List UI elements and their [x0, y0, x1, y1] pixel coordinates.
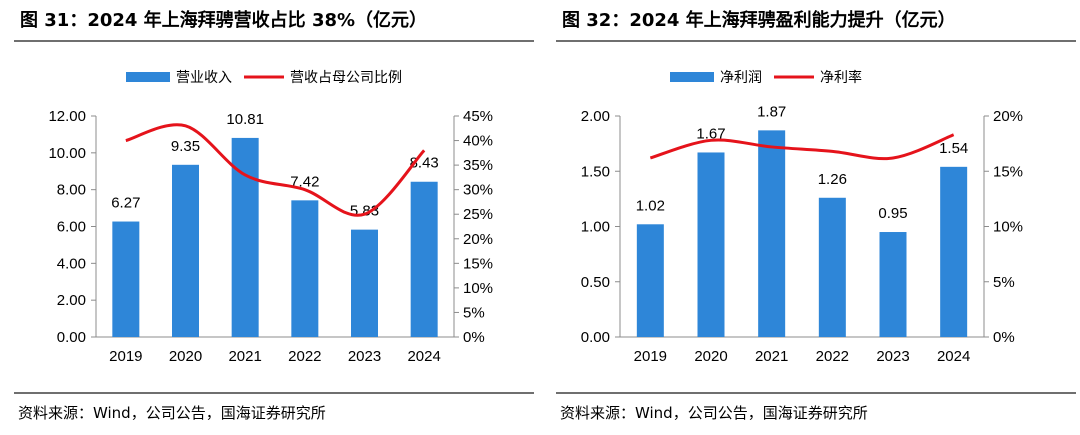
y-tick-label-left: 0.00 — [581, 329, 610, 346]
bar — [291, 200, 319, 337]
legend-label-bars: 营业收入 — [176, 69, 232, 85]
y-tick-label-left: 1.00 — [581, 219, 610, 236]
y-tick-label-left: 0.00 — [57, 329, 86, 346]
y-tick-label-left: 12.00 — [48, 108, 86, 125]
bar-value-label: 9.35 — [171, 138, 200, 155]
bar-value-label: 1.54 — [939, 140, 968, 157]
chart-panel-revenue: 图 31：2024 年上海拜骋营收占比 38%（亿元） 营业收入 营收占母公司比例… — [14, 0, 534, 435]
legend-label-bars: 净利润 — [720, 69, 762, 85]
y-tick-label-left: 10.00 — [48, 145, 86, 162]
source-rule — [14, 392, 534, 394]
y-tick-label-left: 2.00 — [57, 292, 86, 309]
legend-label-line: 净利率 — [820, 69, 862, 85]
y-tick-label-right: 35% — [463, 157, 493, 174]
bar-value-label: 1.26 — [818, 171, 847, 188]
y-tick-label-right: 20% — [463, 231, 493, 248]
x-tick-label: 2024 — [937, 348, 970, 365]
figure-source: 资料来源：Wind，公司公告，国海证券研究所 — [560, 404, 868, 422]
bar-value-label: 7.42 — [290, 173, 319, 190]
bar — [758, 130, 786, 337]
series-line — [649, 133, 955, 161]
revenue-chart: 营业收入 营收占母公司比例 0.00 2.00 4.00 6.00 8.00 10.00 12.… — [48, 69, 493, 365]
bar — [636, 224, 664, 337]
chart-panel-profit: 图 32：2024 年上海拜骋盈利能力提升（亿元） 净利润 净利率 0.00 0.50… — [556, 0, 1076, 435]
bar-value-label: 0.95 — [878, 205, 907, 222]
bar-value-label: 5.83 — [350, 203, 379, 220]
bar — [940, 166, 968, 337]
x-tick-label: 2019 — [634, 348, 667, 365]
source-rule — [556, 392, 1076, 394]
bar — [112, 221, 140, 337]
y-tick-label-left: 6.00 — [57, 219, 86, 236]
x-tick-label: 2019 — [109, 348, 142, 365]
bar-value-label: 1.87 — [757, 103, 786, 120]
y-tick-label-right: 40% — [463, 133, 493, 150]
bar-value-label: 1.02 — [636, 197, 665, 214]
bar — [410, 181, 438, 337]
bar — [351, 229, 378, 337]
y-tick-label-left: 8.00 — [57, 182, 86, 199]
x-tick-label: 2022 — [288, 348, 321, 365]
title-rule — [14, 40, 534, 42]
x-tick-label: 2023 — [876, 348, 909, 365]
y-tick-label-right: 5% — [463, 304, 485, 321]
profit-chart: 净利润 净利率 0.00 0.50 1.00 1.50 2.00 0% 5% 10% 15% 20% 1… — [581, 69, 1023, 365]
bar — [172, 164, 199, 337]
bar — [697, 152, 725, 337]
legend-label-line: 营收占母公司比例 — [290, 69, 402, 85]
legend-swatch-bars — [670, 72, 714, 82]
y-tick-label-left: 2.00 — [581, 108, 610, 125]
title-rule — [556, 40, 1076, 42]
x-tick-label: 2021 — [228, 348, 261, 365]
y-tick-label-right: 10% — [993, 219, 1023, 236]
x-tick-label: 2020 — [169, 348, 202, 365]
y-tick-label-right: 15% — [463, 255, 493, 272]
y-tick-label-right: 5% — [993, 274, 1015, 291]
series-line — [125, 123, 426, 217]
x-tick-label: 2020 — [694, 348, 727, 365]
y-tick-label-right: 0% — [463, 329, 485, 346]
bar — [879, 232, 907, 337]
figure-title: 图 32：2024 年上海拜骋盈利能力提升（亿元） — [562, 10, 956, 31]
y-tick-label-right: 45% — [463, 108, 493, 125]
y-tick-label-left: 1.50 — [581, 163, 610, 180]
x-tick-label: 2022 — [816, 348, 849, 365]
y-tick-label-right: 15% — [993, 163, 1023, 180]
bar-value-label: 6.27 — [111, 195, 140, 212]
x-tick-label: 2024 — [407, 348, 440, 365]
bar-value-label: 10.81 — [226, 111, 264, 128]
y-tick-label-right: 20% — [993, 108, 1023, 125]
y-tick-label-right: 25% — [463, 206, 493, 223]
y-tick-label-right: 30% — [463, 182, 493, 199]
y-tick-label-left: 4.00 — [57, 255, 86, 272]
x-tick-label: 2021 — [755, 348, 788, 365]
bar — [231, 137, 259, 337]
bar — [818, 197, 846, 337]
y-tick-label-right: 10% — [463, 280, 493, 297]
y-tick-label-left: 0.50 — [581, 274, 610, 291]
y-tick-label-right: 0% — [993, 329, 1015, 346]
figure-title: 图 31：2024 年上海拜骋营收占比 38%（亿元） — [20, 10, 428, 31]
x-tick-label: 2023 — [348, 348, 381, 365]
figure-source: 资料来源：Wind，公司公告，国海证券研究所 — [18, 404, 326, 422]
bar-value-label: 1.67 — [696, 125, 725, 142]
legend-swatch-bars — [126, 72, 170, 82]
